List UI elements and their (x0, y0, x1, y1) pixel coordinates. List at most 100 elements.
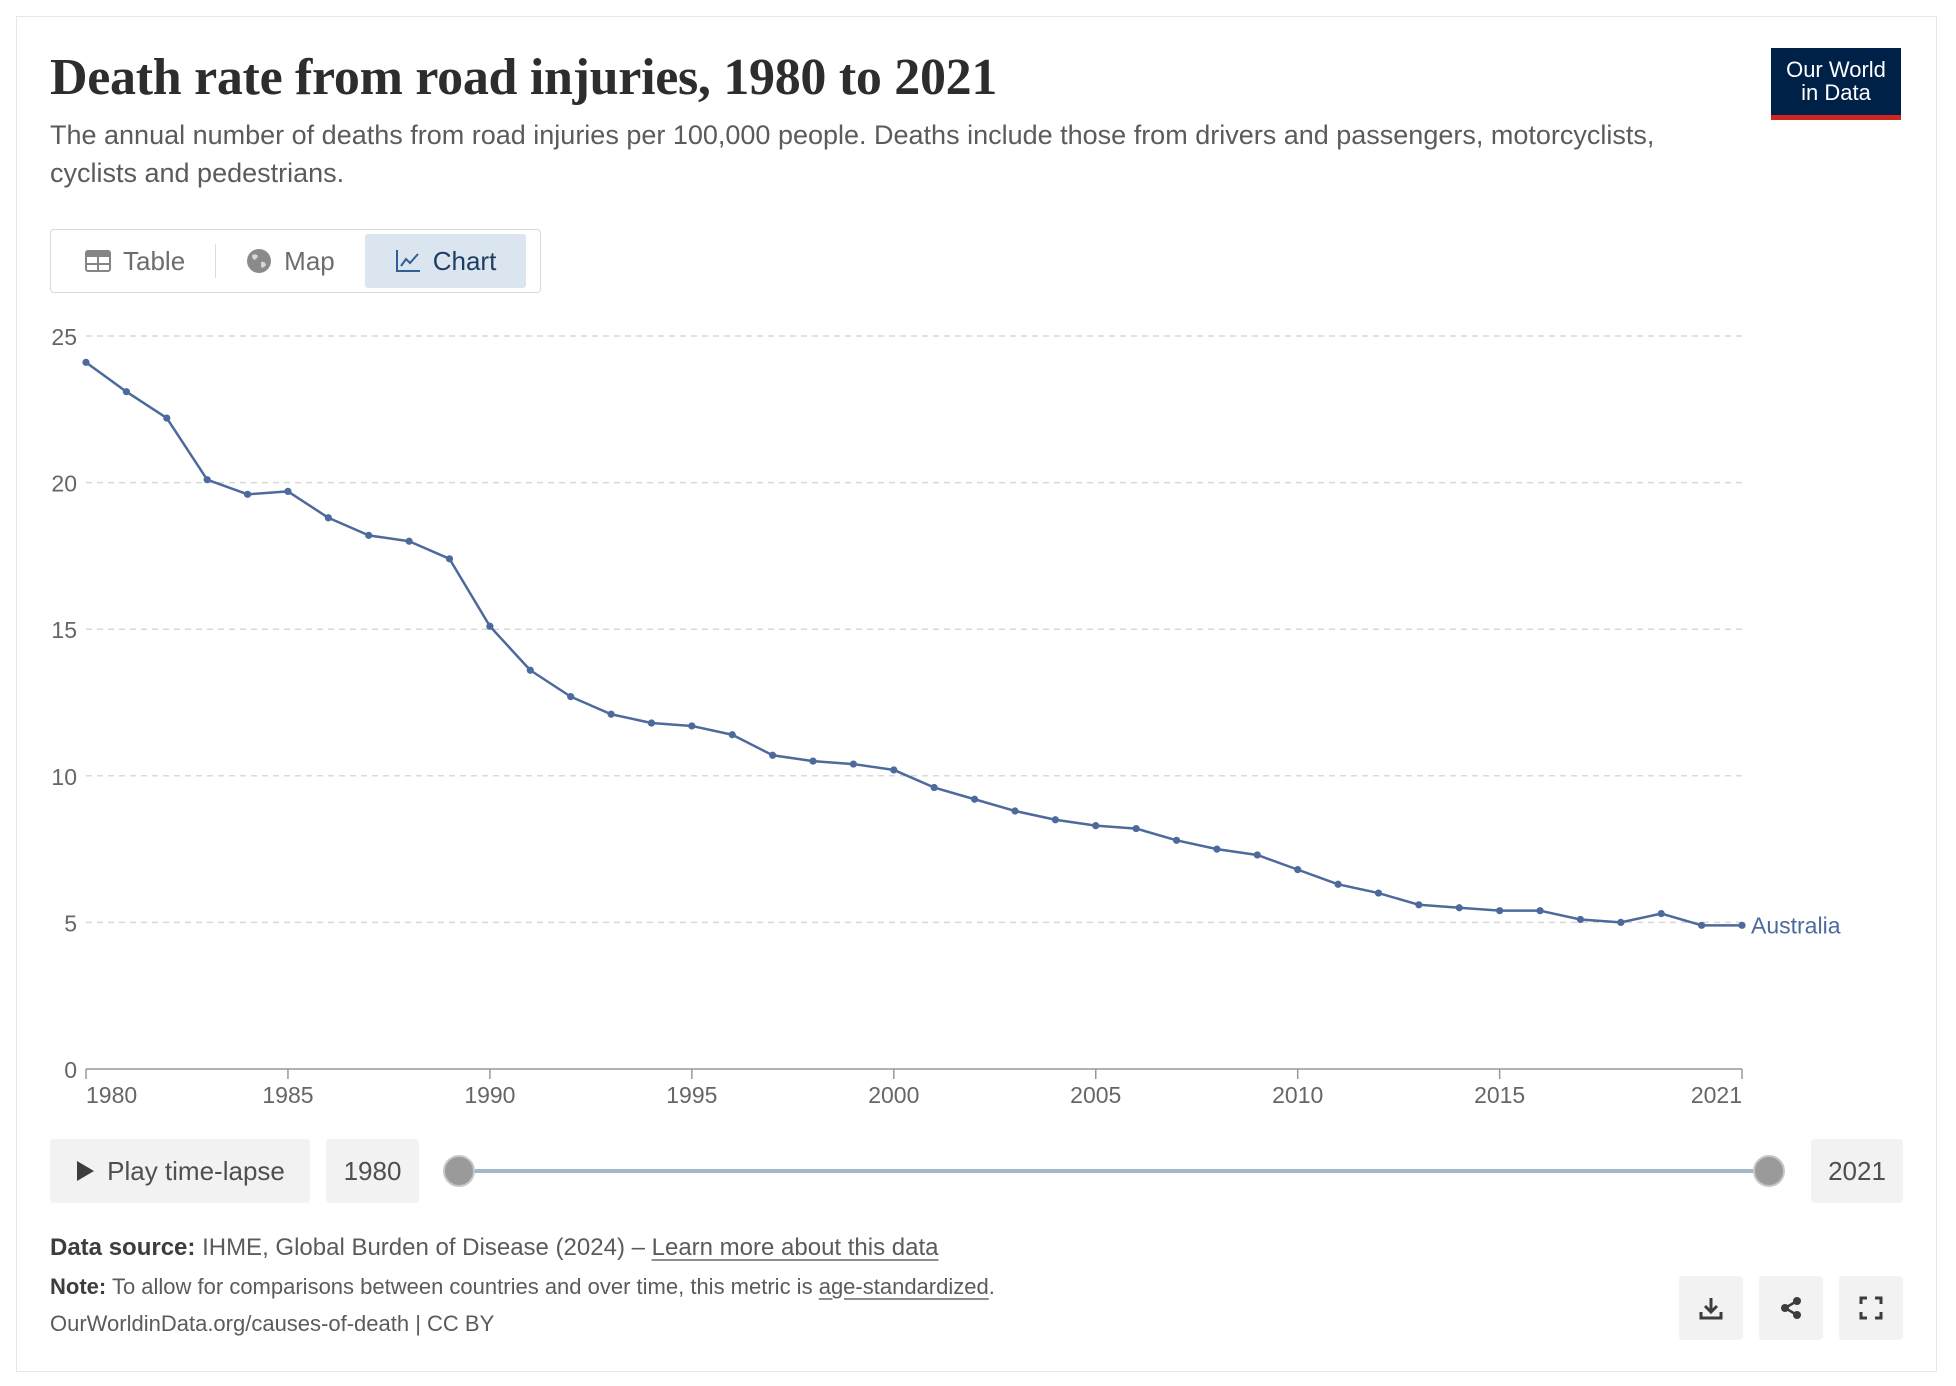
view-tabs: Table Map Chart (50, 229, 541, 293)
data-point (526, 666, 534, 674)
data-point (486, 622, 494, 630)
note-label: Note: (50, 1274, 107, 1299)
x-tick-label: 2010 (1272, 1082, 1323, 1108)
chart-subtitle: The annual number of deaths from road in… (50, 120, 1655, 188)
series-label: Australia (1751, 912, 1841, 938)
play-timelapse-button[interactable]: Play time-lapse (50, 1139, 310, 1203)
chart-title: Death rate from road injuries, 1980 to 2… (50, 49, 998, 106)
learn-more-link[interactable]: Learn more about this data (651, 1234, 939, 1261)
data-point (1374, 889, 1383, 897)
data-point (1132, 824, 1140, 833)
tab-table-label: Table (123, 245, 186, 276)
x-tick-label: 2021 (1691, 1082, 1742, 1108)
credit-line: OurWorldinData.org/causes-of-death | CC … (50, 1311, 495, 1336)
data-point (203, 476, 211, 484)
tab-divider (215, 244, 217, 278)
chart-frame (16, 16, 1937, 1372)
data-point (365, 531, 373, 539)
tab-map-label: Map (284, 245, 335, 276)
fullscreen-button[interactable] (1839, 1276, 1903, 1340)
data-point (243, 490, 252, 498)
play-label: Play time-lapse (107, 1155, 285, 1186)
data-point (1455, 904, 1463, 912)
data-source-line: Data source: IHME, Global Burden of Dise… (50, 1234, 938, 1262)
data-point (284, 487, 292, 495)
y-tick-label: 15 (51, 617, 77, 643)
data-source-text: IHME, Global Burden of Disease (2024) – (202, 1234, 645, 1261)
data-point (445, 555, 454, 563)
note-end: . (988, 1274, 995, 1299)
note-text: To allow for comparisons between countri… (111, 1274, 813, 1299)
data-point (647, 719, 656, 727)
data-point (1011, 807, 1019, 815)
end-year-box[interactable]: 2021 (1811, 1139, 1903, 1203)
data-point (1617, 918, 1625, 927)
tab-chart-label: Chart (432, 245, 497, 276)
line-chart-icon (395, 250, 420, 272)
data-point (970, 795, 979, 803)
x-tick-label: 1995 (666, 1082, 717, 1108)
data-point (1698, 921, 1706, 929)
timeline-start-handle[interactable] (443, 1155, 475, 1187)
table-icon (85, 250, 111, 272)
data-point (607, 710, 615, 718)
data-point (809, 757, 817, 765)
y-tick-label: 5 (64, 910, 77, 936)
logo-line-1: Our World (1786, 57, 1886, 82)
data-point (1415, 901, 1423, 909)
data-point (567, 693, 575, 701)
share-icon (1781, 1297, 1801, 1319)
timeline-end-handle[interactable] (1753, 1155, 1785, 1187)
y-tick-label: 0 (64, 1057, 77, 1083)
y-tick-label: 10 (51, 764, 77, 790)
data-point (324, 514, 332, 522)
fullscreen-icon (1859, 1296, 1883, 1320)
data-point (1253, 851, 1261, 859)
data-point (1576, 915, 1585, 924)
download-button[interactable] (1679, 1276, 1743, 1340)
data-point (769, 751, 777, 759)
share-button[interactable] (1759, 1276, 1823, 1340)
x-tick-label: 2000 (868, 1082, 919, 1108)
data-point (405, 537, 413, 545)
y-tick-label: 25 (51, 324, 77, 350)
data-point (930, 783, 938, 792)
data-point (1172, 836, 1181, 844)
data-source-label: Data source: (50, 1234, 196, 1261)
play-icon (77, 1161, 95, 1181)
logo-line-2: in Data (1801, 80, 1871, 105)
tab-map[interactable]: Map (216, 234, 365, 288)
data-point (82, 358, 90, 366)
data-point (1294, 866, 1302, 874)
tab-table[interactable]: Table (55, 234, 215, 288)
data-point (163, 414, 171, 422)
data-point (122, 388, 130, 396)
tab-chart[interactable]: Chart (364, 234, 527, 288)
series-line (85, 361, 1742, 927)
globe-icon (247, 249, 272, 273)
timeline-slider-track[interactable] (459, 1169, 1769, 1173)
start-year-box[interactable]: 1980 (326, 1139, 419, 1203)
x-tick-label: 1990 (464, 1082, 515, 1108)
data-point (1738, 921, 1746, 929)
y-tick-label: 20 (51, 471, 77, 497)
x-tick-label: 1980 (86, 1082, 137, 1108)
data-point (1213, 845, 1221, 853)
owid-logo[interactable]: Our World in Data (1771, 48, 1901, 120)
data-point (890, 766, 898, 774)
data-point (1334, 880, 1342, 888)
age-standardized-link[interactable]: age-standardized (818, 1274, 989, 1299)
download-icon (1699, 1298, 1723, 1320)
data-point (728, 731, 736, 739)
x-tick-label: 2015 (1474, 1082, 1525, 1108)
data-point (1536, 907, 1544, 915)
data-point (1092, 822, 1100, 830)
note-line: Note: To allow for comparisons between c… (50, 1274, 995, 1300)
data-point (1657, 910, 1665, 918)
data-point (1051, 816, 1059, 824)
data-point (1496, 907, 1504, 915)
data-point (849, 760, 858, 768)
data-point (688, 722, 696, 730)
x-tick-label: 1985 (262, 1082, 313, 1108)
